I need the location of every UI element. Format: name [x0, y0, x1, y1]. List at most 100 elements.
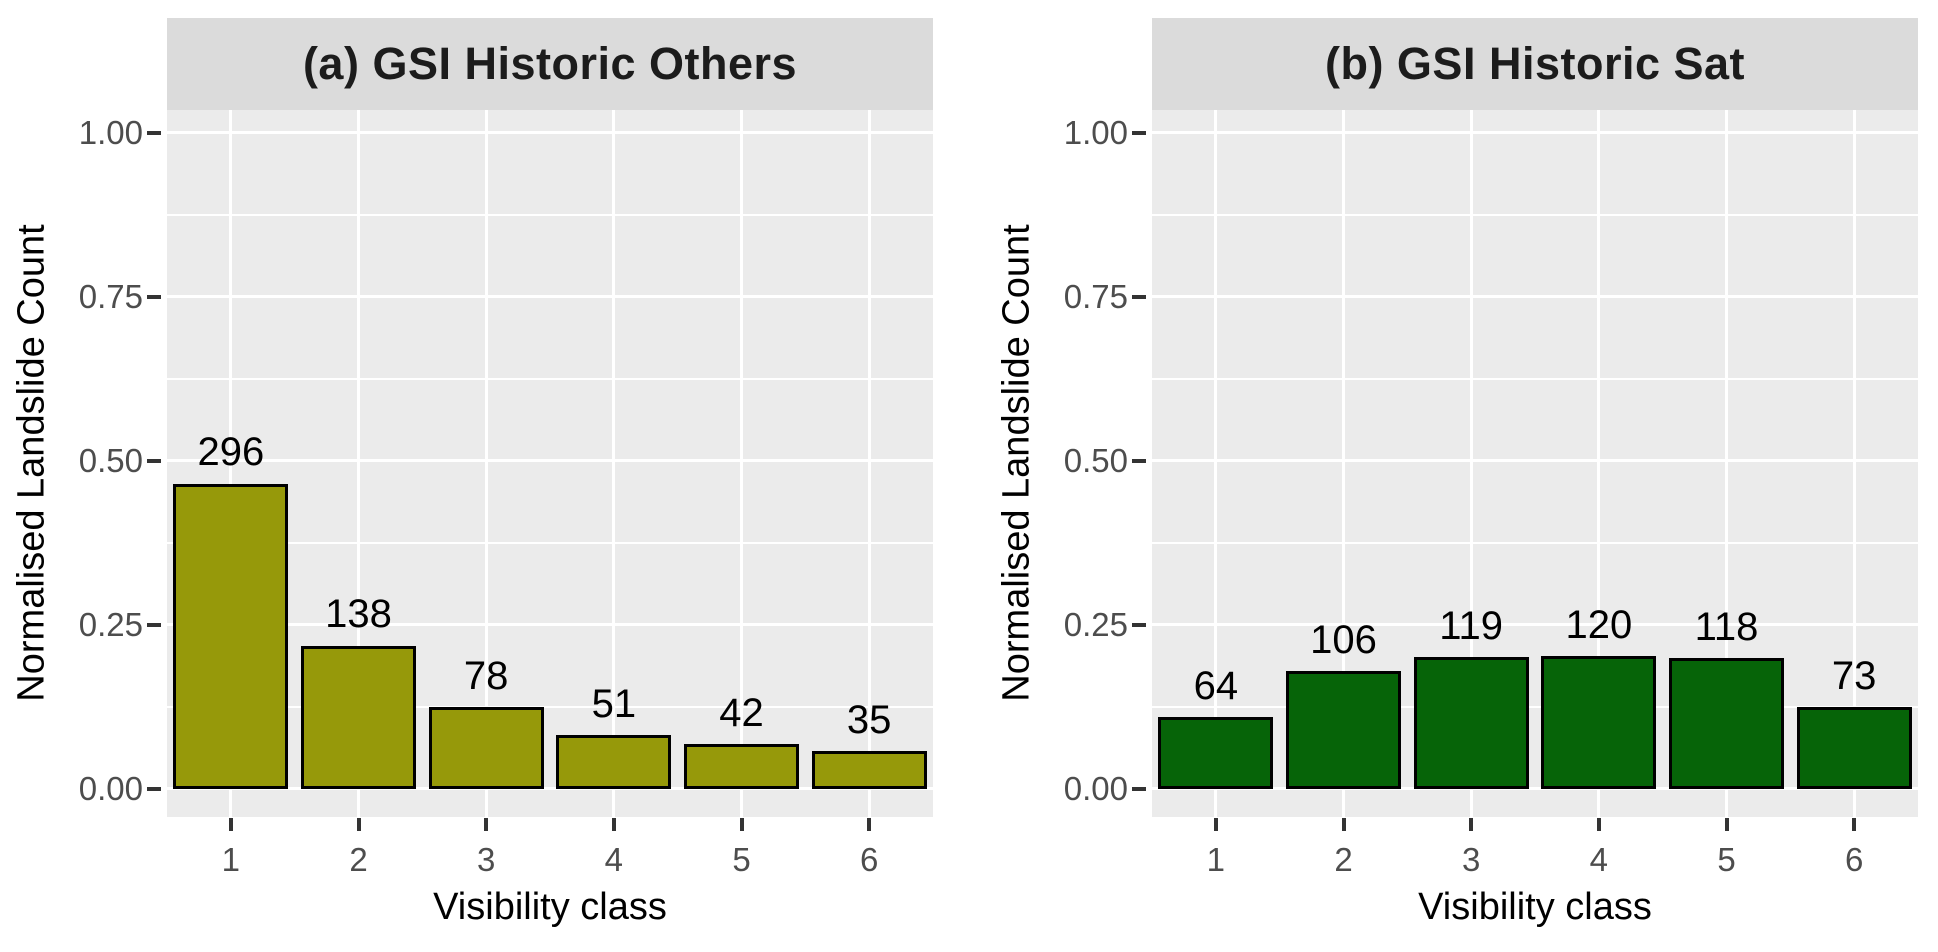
- bar-value-label: 64: [1193, 663, 1239, 708]
- bar: [1669, 658, 1784, 789]
- bar-value-label: 296: [197, 430, 265, 475]
- gridline-minor-h: [1152, 541, 1918, 544]
- y-tick-label: 0.25: [1063, 605, 1128, 643]
- x-tick-label: 4: [1589, 841, 1608, 878]
- y-tick-label: 0.00: [78, 769, 143, 807]
- bar-value-label: 73: [1831, 653, 1877, 698]
- bar-value-label: 42: [719, 690, 764, 735]
- y-tick-label: 0.25: [78, 605, 143, 643]
- chart-panel-a: (a) GSI Historic Others 296 138 78 51 42 35 N…: [0, 0, 953, 952]
- gridline-minor-h: [167, 377, 933, 380]
- x-tick-label: 3: [476, 841, 496, 878]
- gridline-major-v: [1852, 110, 1856, 817]
- gridline-major-v: [1725, 110, 1728, 817]
- y-tick-label: 1.00: [1063, 113, 1128, 151]
- y-tick-mark: [147, 130, 161, 135]
- gridline-major-h: [1152, 459, 1918, 463]
- y-tick-label: 0.00: [1063, 769, 1128, 807]
- gridline-major-h: [1152, 787, 1918, 791]
- bar-value-label: 106: [1310, 617, 1377, 662]
- panel-strip: (b) GSI Historic Sat: [1152, 18, 1918, 110]
- gridline-minor-h: [167, 541, 933, 544]
- chart-panel-b: (b) GSI Historic Sat 64 106 119 120 118 73 No…: [985, 0, 1938, 952]
- panel-title: (b) GSI Historic Sat: [1324, 38, 1746, 89]
- y-tick-label: 0.75: [78, 277, 143, 315]
- x-axis-title: Visibility class: [433, 886, 667, 928]
- y-tick-label: 0.50: [78, 441, 143, 479]
- x-tick-mark: [1469, 818, 1474, 831]
- x-tick-mark: [484, 818, 489, 831]
- y-tick-mark: [147, 786, 161, 791]
- x-tick-mark: [867, 818, 872, 831]
- x-tick-mark: [739, 818, 744, 831]
- plot-area: 64 106 119 120 118 73: [1152, 110, 1918, 817]
- gridline-major-h: [167, 295, 933, 299]
- gridline-minor-h: [1152, 705, 1918, 708]
- gridline-major-v: [229, 110, 233, 817]
- bar: [811, 751, 927, 789]
- y-tick-label: 0.75: [1063, 277, 1128, 315]
- panel-title: (a) GSI Historic Others: [302, 38, 798, 89]
- gridline-major-h: [167, 131, 933, 135]
- gridline-major-v: [1214, 110, 1218, 817]
- y-tick-mark: [1132, 130, 1146, 135]
- bar-value-label: 118: [1694, 604, 1759, 649]
- gridline-major-v: [357, 110, 360, 817]
- x-tick-mark: [1724, 818, 1729, 831]
- gridline-minor-h: [1152, 377, 1918, 380]
- x-tick-label: 6: [1844, 841, 1864, 878]
- bar-value-label: 78: [463, 653, 509, 698]
- gridline-major-h: [1152, 295, 1918, 299]
- bar: [1796, 707, 1912, 789]
- gridline-minor-h: [167, 705, 933, 708]
- gridline-major-h: [1152, 131, 1918, 135]
- x-tick-mark: [1213, 818, 1218, 831]
- gridline-major-h: [167, 459, 933, 463]
- x-tick-label: 4: [604, 841, 623, 878]
- x-tick-label: 3: [1461, 841, 1481, 878]
- y-tick-label: 0.50: [1063, 441, 1128, 479]
- bar: [301, 645, 416, 789]
- x-tick-mark: [356, 818, 361, 831]
- x-tick-mark: [611, 818, 616, 831]
- bar-value-label: 120: [1565, 602, 1633, 647]
- bar: [173, 483, 289, 789]
- y-tick-mark: [1132, 622, 1146, 627]
- y-tick-mark: [1132, 786, 1146, 791]
- gridline-major-v: [612, 110, 616, 817]
- bar-value-label: 119: [1439, 603, 1504, 648]
- y-tick-mark: [1132, 458, 1146, 463]
- gridline-major-v: [740, 110, 743, 817]
- bar: [428, 707, 544, 789]
- x-tick-mark: [1341, 818, 1346, 831]
- x-tick-mark: [1596, 818, 1601, 831]
- bar: [1286, 671, 1401, 789]
- bar-value-label: 51: [591, 681, 637, 726]
- x-tick-label: 6: [859, 841, 879, 878]
- y-tick-label: 1.00: [78, 113, 143, 151]
- gridline-major-v: [1469, 110, 1473, 817]
- bar: [1158, 717, 1274, 789]
- x-tick-mark: [228, 818, 233, 831]
- plot-area: 296 138 78 51 42 35: [167, 110, 933, 817]
- x-tick-label: 1: [221, 841, 240, 878]
- x-tick-mark: [1852, 818, 1857, 831]
- x-tick-label: 1: [1206, 841, 1225, 878]
- gridline-major-v: [484, 110, 488, 817]
- gridline-minor-h: [167, 213, 933, 216]
- x-tick-label: 5: [1717, 841, 1736, 878]
- gridline-minor-h: [1152, 213, 1918, 216]
- bar: [1413, 657, 1529, 789]
- gridline-major-h: [1152, 623, 1918, 627]
- gridline-major-v: [1342, 110, 1345, 817]
- gridline-major-h: [167, 787, 933, 791]
- bar: [1541, 656, 1657, 789]
- y-tick-mark: [147, 294, 161, 299]
- y-tick-mark: [147, 458, 161, 463]
- y-tick-mark: [147, 622, 161, 627]
- gridline-major-v: [1597, 110, 1601, 817]
- bar: [556, 735, 672, 789]
- y-tick-mark: [1132, 294, 1146, 299]
- panel-strip: (a) GSI Historic Others: [167, 18, 933, 110]
